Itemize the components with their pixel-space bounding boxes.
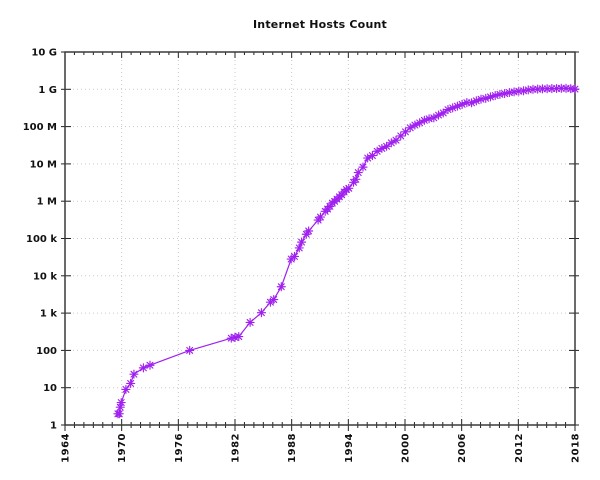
y-tick-label: 10 G bbox=[31, 48, 57, 59]
data-point-markers bbox=[113, 83, 580, 419]
data-point-marker bbox=[256, 308, 267, 318]
data-point-marker bbox=[126, 378, 136, 389]
axis-ticks bbox=[61, 51, 579, 431]
data-point-marker bbox=[145, 360, 155, 370]
data-point-marker bbox=[344, 183, 354, 193]
data-point-marker bbox=[438, 108, 448, 118]
data-point-marker bbox=[315, 212, 326, 222]
data-point-marker bbox=[382, 141, 392, 151]
x-tick-label: 1982 bbox=[231, 433, 242, 463]
data-point-marker bbox=[386, 138, 396, 148]
data-point-marker bbox=[353, 168, 363, 178]
data-point-marker bbox=[372, 146, 382, 156]
data-point-marker bbox=[289, 251, 300, 262]
data-point-marker bbox=[377, 143, 387, 153]
x-tick-label: 2018 bbox=[571, 433, 582, 463]
data-point-marker bbox=[269, 294, 279, 305]
x-tick-label: 1970 bbox=[117, 433, 128, 463]
data-point-marker bbox=[570, 84, 580, 94]
y-tick-label: 100 k bbox=[26, 234, 57, 245]
data-point-marker bbox=[138, 363, 148, 373]
data-point-marker bbox=[185, 345, 195, 355]
y-tick-label: 10 k bbox=[33, 271, 57, 282]
x-tick-label: 2012 bbox=[514, 433, 525, 463]
x-tick-label: 2006 bbox=[457, 433, 468, 463]
y-tick-label: 10 bbox=[43, 383, 57, 394]
y-tick-label: 100 bbox=[36, 346, 57, 357]
data-point-marker bbox=[351, 174, 361, 184]
data-point-marker bbox=[121, 384, 131, 394]
x-tick-label: 1964 bbox=[61, 433, 72, 463]
plot-frame bbox=[64, 51, 576, 426]
y-tick-label: 1 G bbox=[38, 85, 57, 96]
x-tick-label: 2000 bbox=[401, 433, 412, 463]
data-point-marker bbox=[297, 237, 307, 247]
x-tick-label: 1988 bbox=[287, 433, 298, 463]
data-point-marker bbox=[400, 127, 411, 137]
data-point-marker bbox=[276, 282, 286, 292]
data-point-marker bbox=[358, 162, 368, 172]
data-point-marker bbox=[495, 89, 505, 99]
x-tick-label: 1976 bbox=[174, 433, 185, 463]
data-point-marker bbox=[116, 397, 126, 408]
data-point-marker bbox=[367, 150, 377, 161]
tick-labels: 1 10 100 1 k 10 k 100 k 1 M 10 M 100 M 1 G 10 G 196… bbox=[23, 48, 582, 463]
y-tick-label: 1 bbox=[50, 421, 57, 432]
data-point-marker bbox=[509, 87, 519, 97]
data-point-marker bbox=[429, 113, 439, 123]
x-tick-label: 1994 bbox=[344, 433, 355, 463]
data-point-marker bbox=[129, 369, 139, 379]
y-tick-label: 10 M bbox=[30, 159, 57, 170]
gridlines bbox=[65, 52, 575, 425]
y-tick-label: 1 k bbox=[40, 309, 57, 320]
data-point-marker bbox=[245, 317, 255, 328]
data-line bbox=[117, 87, 576, 415]
y-tick-label: 100 M bbox=[23, 122, 57, 133]
data-point-marker bbox=[304, 226, 314, 236]
chart-title: Internet Hosts Count bbox=[253, 18, 387, 31]
y-tick-label: 1 M bbox=[37, 197, 57, 208]
data-point-marker bbox=[114, 409, 124, 419]
data-point-marker bbox=[234, 331, 244, 342]
